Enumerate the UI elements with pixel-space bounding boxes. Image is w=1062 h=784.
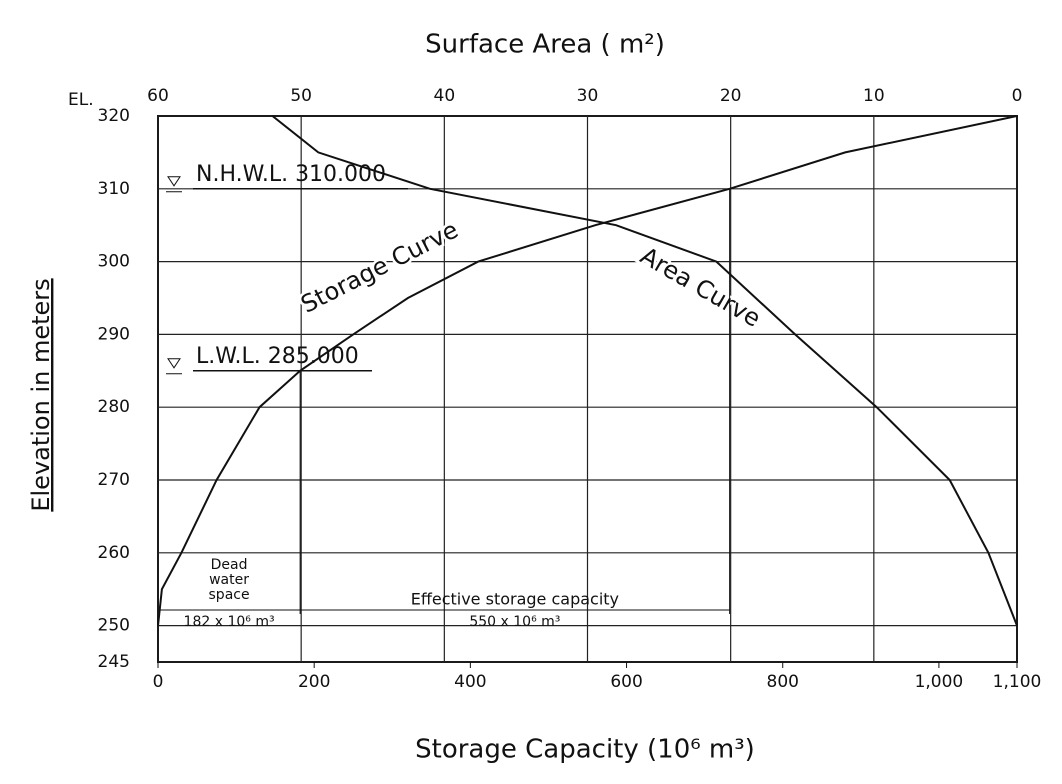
x-tick-label: 0	[153, 672, 164, 692]
x2-tick-label: 50	[290, 86, 312, 106]
level-symbol	[166, 358, 182, 375]
x-tick-label: 600	[610, 672, 642, 692]
y-tick-label: 280	[98, 397, 130, 417]
y-axis-label: Elevation in meters	[27, 278, 55, 511]
y-tick-label: 250	[98, 616, 130, 636]
dead-space-label: Dead	[211, 557, 248, 573]
dead-space-label: water	[209, 572, 249, 588]
effective-value: 550 x 10⁶ m³	[469, 614, 560, 630]
y-tick-label: 245	[98, 652, 130, 672]
x-tick-label: 200	[298, 672, 330, 692]
curve	[271, 115, 1018, 626]
x2-tick-label: 60	[147, 86, 169, 106]
effective-label: Effective storage capacity	[411, 590, 619, 609]
y-tick-label: 270	[98, 470, 130, 490]
y-tick-label: 300	[98, 252, 130, 272]
x-tick-label: 1,100	[993, 672, 1042, 692]
x2-tick-label: 0	[1012, 86, 1023, 106]
x-tick-label: 1,000	[915, 672, 964, 692]
x2-tick-label: 10	[863, 86, 885, 106]
level-symbol	[166, 176, 182, 193]
x-tick-label: 800	[767, 672, 799, 692]
y-unit: EL.	[68, 90, 94, 110]
dead-space-label: space	[209, 587, 250, 603]
y-tick-label: 290	[98, 324, 130, 344]
y-tick-label: 320	[98, 106, 130, 126]
x-tick-label: 400	[454, 672, 486, 692]
chart-title: Surface Area ( m²)	[425, 30, 665, 60]
x2-tick-label: 20	[720, 86, 742, 106]
curve-label: Storage Curve	[296, 216, 462, 319]
x2-tick-label: 40	[434, 86, 456, 106]
dead-space-value: 182 x 10⁶ m³	[184, 614, 275, 630]
level-label: L.W.L. 285.000	[196, 344, 359, 369]
x2-tick-label: 30	[577, 86, 599, 106]
level-label: N.H.W.L. 310.000	[196, 162, 386, 187]
y-tick-label: 310	[98, 179, 130, 199]
x-axis-label: Storage Capacity (10⁶ m³)	[415, 735, 755, 765]
y-tick-label: 260	[98, 543, 130, 563]
